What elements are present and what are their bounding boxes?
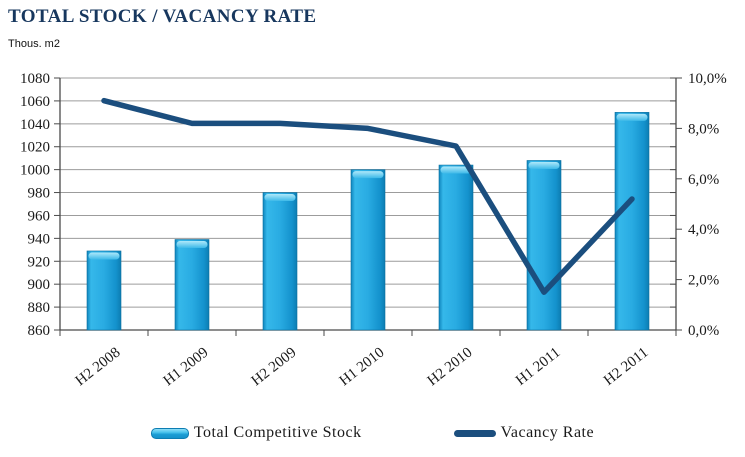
chart-title: TOTAL STOCK / VACANCY RATE: [8, 6, 317, 27]
right-axis-tick-label: 2,0%: [688, 273, 719, 289]
bar-top-highlight: [528, 161, 560, 169]
x-axis-category-label: H2 2009: [249, 345, 300, 390]
right-axis-tick-label: 4,0%: [688, 222, 719, 238]
line-series-swatch-icon: [453, 429, 496, 437]
chart-legend: Total Competitive Stock Vacancy Rate: [0, 424, 745, 442]
left-axis-units-label: Thous. m2: [8, 38, 60, 50]
left-axis-tick-label: 980: [28, 186, 51, 202]
bar-top-highlight: [352, 171, 384, 179]
left-axis-tick-label: 900: [28, 277, 51, 293]
x-axis-category-label: H1 2010: [337, 345, 388, 390]
left-axis-tick-label: 960: [28, 208, 51, 224]
left-axis-tick-label: 1040: [20, 117, 50, 133]
bar-series-swatch-icon: [150, 427, 189, 439]
right-axis-tick-label: 0,0%: [688, 323, 719, 339]
bar-top-highlight: [88, 252, 120, 260]
left-axis-tick-label: 940: [28, 231, 51, 247]
bar-h1-2010: [350, 169, 386, 331]
left-axis-tick-label: 1080: [20, 71, 50, 87]
x-axis-category-label: H2 2008: [73, 345, 124, 390]
bar-h2-2008: [86, 250, 122, 331]
bar-h2-2010: [438, 164, 474, 331]
bar-top-highlight: [440, 166, 472, 174]
x-axis-category-label: H1 2009: [161, 345, 212, 390]
left-axis-tick-label: 880: [28, 300, 51, 316]
left-axis-tick-label: 1000: [20, 163, 50, 179]
bar-top-highlight: [264, 194, 296, 202]
x-axis-category-label: H2 2010: [425, 345, 476, 390]
right-axis-tick-label: 8,0%: [688, 121, 719, 137]
bar-h2-2009: [262, 192, 298, 331]
legend-item-vacancy-rate: Vacancy Rate: [453, 424, 595, 442]
bar-h2-2011: [614, 112, 650, 331]
right-axis-tick-label: 10,0%: [688, 71, 727, 87]
left-axis-tick-label: 1060: [20, 94, 50, 110]
right-axis-tick-label: 6,0%: [688, 172, 719, 188]
left-axis-tick-label: 920: [28, 254, 51, 270]
legend-label: Vacancy Rate: [500, 424, 595, 441]
legend-label: Total Competitive Stock: [193, 424, 362, 441]
bar-h1-2011: [526, 160, 562, 331]
bar-top-highlight: [176, 241, 208, 249]
bar-top-highlight: [616, 113, 648, 121]
x-axis-category-label: H2 2011: [601, 345, 651, 389]
x-axis-category-label: H1 2011: [513, 345, 563, 389]
legend-item-total-competitive-stock: Total Competitive Stock: [150, 424, 362, 442]
left-axis-tick-label: 1020: [20, 140, 50, 156]
left-axis-tick-label: 860: [28, 323, 51, 339]
vacancy-rate-line: [101, 97, 635, 295]
bar-h1-2009: [174, 239, 210, 331]
